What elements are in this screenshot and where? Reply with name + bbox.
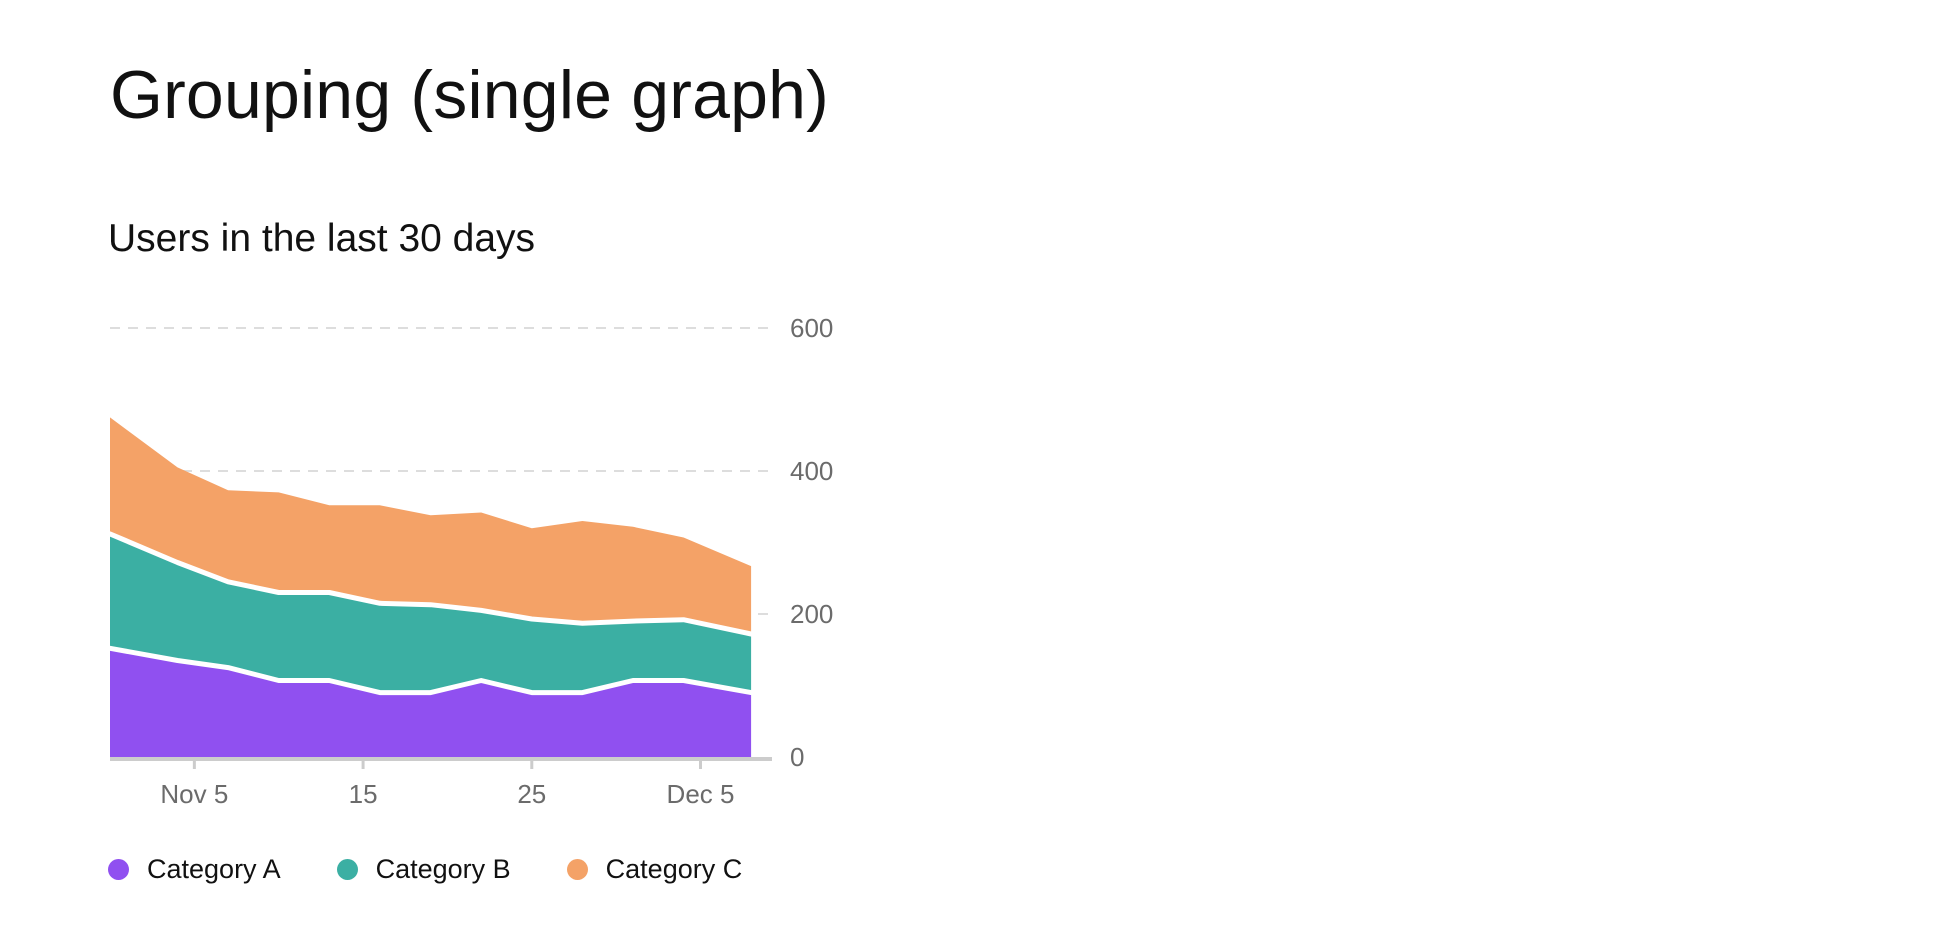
series-separator-lines <box>107 531 754 696</box>
separator-line-2 <box>107 531 754 637</box>
legend-swatch-category-b <box>336 859 358 880</box>
legend-swatch-category-c <box>566 859 588 880</box>
x-tick-label-4: Dec 5 <box>667 779 735 809</box>
y-tick-label-400: 400 <box>790 456 833 486</box>
x-tick-label-3: 25 <box>517 779 546 809</box>
legend-label-category-b: Category B <box>375 854 511 884</box>
legend-label-category-c: Category C <box>605 854 743 884</box>
chart-title: Users in the last 30 days <box>108 217 536 260</box>
separator-line-1 <box>107 645 754 696</box>
x-tick-label-2: 15 <box>349 779 378 809</box>
chart-legend: Category A Category B Category C <box>108 854 742 885</box>
y-tick-label-600: 600 <box>790 313 833 343</box>
legend-swatch-category-a <box>108 859 129 880</box>
page-title: Grouping (single graph) <box>110 57 829 133</box>
x-axis <box>110 757 772 769</box>
legend-item-category-a[interactable]: Category A <box>108 854 281 885</box>
area-series-category-a <box>110 648 752 757</box>
tick-labels: 0 200 400 600 Nov 5 15 25 Dec 5 <box>160 313 833 809</box>
x-tick-label-1: Nov 5 <box>160 779 228 809</box>
legend-item-category-c[interactable]: Category C <box>566 854 743 885</box>
y-tick-label-200: 200 <box>790 599 833 629</box>
y-tick-label-0: 0 <box>790 742 804 772</box>
area-series-group <box>110 417 752 757</box>
area-series-category-b <box>110 533 752 693</box>
legend-item-category-b[interactable]: Category B <box>336 854 511 885</box>
legend-label-category-a: Category A <box>147 854 281 884</box>
area-series-category-c <box>110 417 752 634</box>
